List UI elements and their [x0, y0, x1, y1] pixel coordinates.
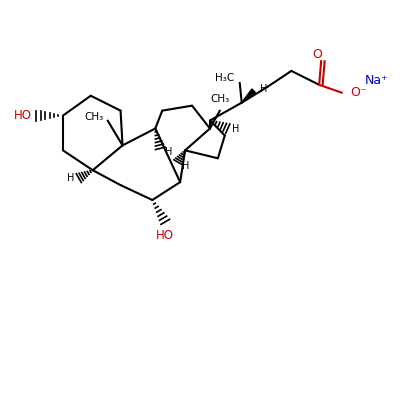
Text: H₃C: H₃C: [214, 73, 234, 83]
Text: HO: HO: [14, 109, 32, 122]
Text: H: H: [66, 173, 74, 183]
Text: H: H: [260, 84, 267, 94]
Text: H: H: [232, 124, 239, 134]
Text: H: H: [182, 161, 190, 171]
Text: O⁻: O⁻: [350, 86, 366, 99]
Text: H: H: [165, 147, 173, 157]
Text: CH₃: CH₃: [210, 94, 230, 104]
Text: CH₃: CH₃: [84, 112, 104, 122]
Polygon shape: [242, 89, 255, 103]
Text: HO: HO: [156, 229, 174, 242]
Text: O: O: [312, 48, 322, 60]
Text: Na⁺: Na⁺: [365, 74, 388, 87]
